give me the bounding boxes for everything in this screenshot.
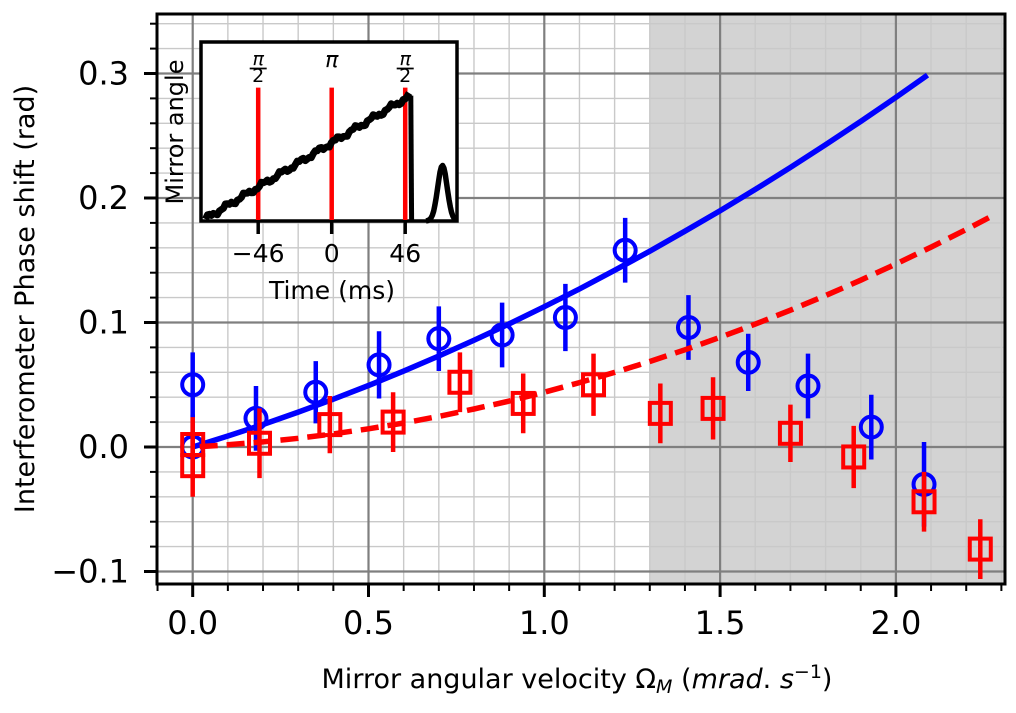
svg-text:π: π xyxy=(399,48,411,70)
chart-generated-content: 0.0 0.5 1.0 1.5 2.0−0.10.00.10.20.3 π2π π2−46 0… xyxy=(51,12,1007,643)
inset-pulse-lines xyxy=(255,87,408,220)
inset: π2π π2−46 0 46 xyxy=(199,40,459,268)
axes-spines xyxy=(155,12,1007,586)
shaded-region xyxy=(649,14,1005,584)
inset-x-tick-label: 0 xyxy=(324,239,340,268)
inset-ramp-drop xyxy=(408,95,415,221)
svg-text:π: π xyxy=(325,48,339,73)
y-tick-label: −0.1 xyxy=(51,553,129,591)
inset-pulse-labels: π2π π2 xyxy=(249,48,414,87)
svg-text:π: π xyxy=(252,48,264,70)
svg-text:2: 2 xyxy=(252,65,264,87)
inset-ticks: −46 0 46 xyxy=(232,221,421,268)
y-axis-label: Interferometer Phase shift (rad) xyxy=(10,85,41,513)
y-tick-label: 0.2 xyxy=(78,179,129,217)
inset-y-axis-label: Mirror angle xyxy=(161,60,189,205)
inset-hump xyxy=(424,162,458,224)
tick-labels: 0.0 0.5 1.0 1.5 2.0 −0.1 0.0 0.1 0.2 0.3 xyxy=(51,55,921,643)
theory-red-dashed-line xyxy=(199,214,993,450)
x-tick-label: 2.0 xyxy=(870,604,921,642)
inset-x-tick-label: −46 xyxy=(232,239,285,268)
inset-mirror-ramp xyxy=(202,91,413,221)
x-tick-label: 0.5 xyxy=(343,604,394,642)
y-tick-label: 0.1 xyxy=(78,304,129,342)
inset-x-tick-label: 46 xyxy=(389,239,421,268)
axis-ticks xyxy=(144,22,1003,597)
y-tick-label: 0.0 xyxy=(78,428,129,466)
measured-phase-red-squares xyxy=(180,352,993,579)
y-tick-label: 0.3 xyxy=(78,55,129,93)
x-tick-label: 1.5 xyxy=(695,604,746,642)
x-tick-label: 0.0 xyxy=(167,604,218,642)
svg-text:2: 2 xyxy=(399,65,411,87)
x-axis-label: Mirror angular velocity ΩM (mrad. s−1) xyxy=(322,661,833,698)
inset-x-axis-label: Time (ms) xyxy=(268,276,395,305)
x-tick-label: 1.0 xyxy=(519,604,570,642)
